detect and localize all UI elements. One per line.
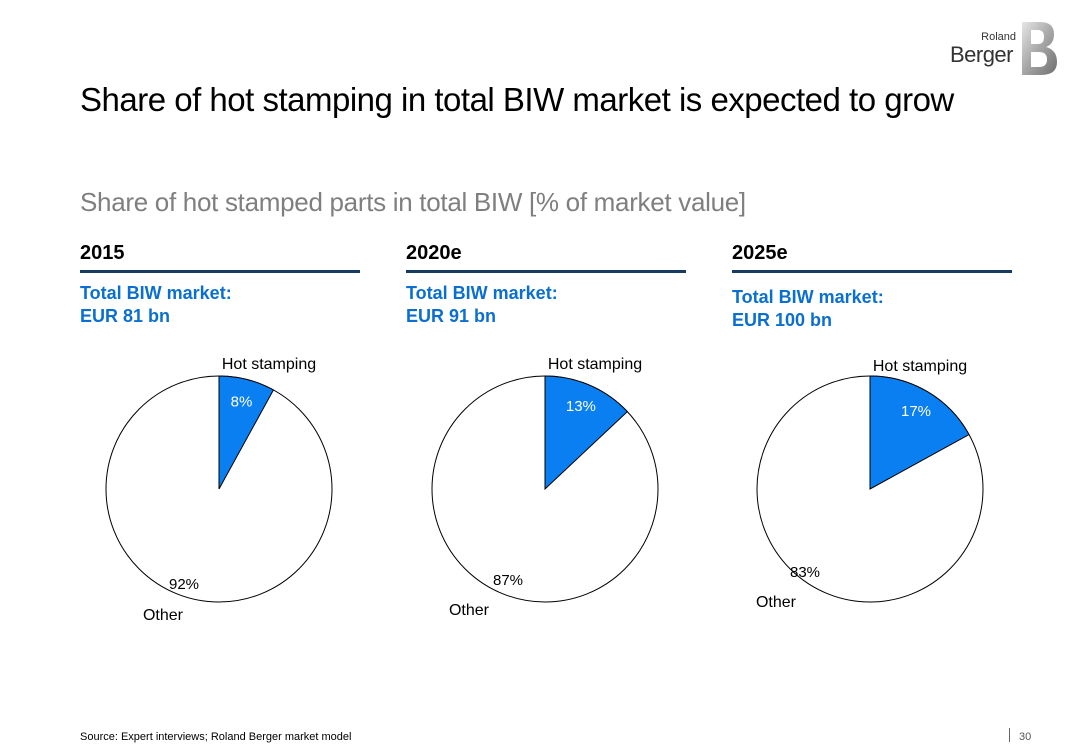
data-label-other: 83% xyxy=(790,564,820,581)
market-value: EUR 81 bn xyxy=(80,306,171,326)
market-label: Total BIW market: xyxy=(732,287,884,307)
category-label-hot-stamping: Hot stamping xyxy=(548,356,642,373)
market-label: Total BIW market: xyxy=(406,283,558,303)
data-label-other: 87% xyxy=(493,572,523,589)
panel-divider xyxy=(406,270,686,273)
logo-b-icon xyxy=(1022,22,1057,75)
panel-2025e: 2025e Total BIW market: EUR 100 bn xyxy=(732,240,1014,332)
slide-title: Share of hot stamping in total BIW marke… xyxy=(80,81,954,118)
data-label-hot-stamping: 13% xyxy=(566,398,596,415)
category-label-other: Other xyxy=(756,594,797,611)
category-label-other: Other xyxy=(449,602,490,619)
market-value: EUR 91 bn xyxy=(406,306,497,326)
pie-slice-hot-stamping xyxy=(869,375,970,490)
category-label-other: Other xyxy=(143,607,184,624)
panel-divider xyxy=(732,270,1012,273)
category-label-hot-stamping: Hot stamping xyxy=(222,356,316,373)
panel-2020e: 2020e Total BIW market: EUR 91 bn xyxy=(406,240,688,328)
data-label-hot-stamping: 17% xyxy=(901,403,931,420)
category-label-hot-stamping: Hot stamping xyxy=(873,358,967,375)
logo-top-word: Roland xyxy=(981,31,1016,43)
logo-main-word: Berger xyxy=(949,42,1014,67)
page-number: 30 xyxy=(1019,731,1032,743)
panel-year: 2025e xyxy=(732,242,788,264)
roland-berger-logo: Roland Berger xyxy=(946,20,1058,78)
pie-slice-hot-stamping xyxy=(218,375,275,490)
panel-divider xyxy=(80,270,360,273)
data-label-hot-stamping: 8% xyxy=(231,393,253,410)
panel-year: 2015 xyxy=(80,242,125,264)
market-label: Total BIW market: xyxy=(80,283,232,303)
source-note: Source: Expert interviews; Roland Berger… xyxy=(80,731,352,743)
panel-year: 2020e xyxy=(406,242,462,264)
footer-separator xyxy=(1009,728,1010,742)
panel-2015: 2015 Total BIW market: EUR 81 bn xyxy=(80,240,362,328)
data-label-other: 92% xyxy=(169,576,199,593)
chart-subtitle: Share of hot stamped parts in total BIW … xyxy=(80,187,746,217)
pie-slice-hot-stamping xyxy=(544,375,629,491)
market-value: EUR 100 bn xyxy=(732,310,833,330)
